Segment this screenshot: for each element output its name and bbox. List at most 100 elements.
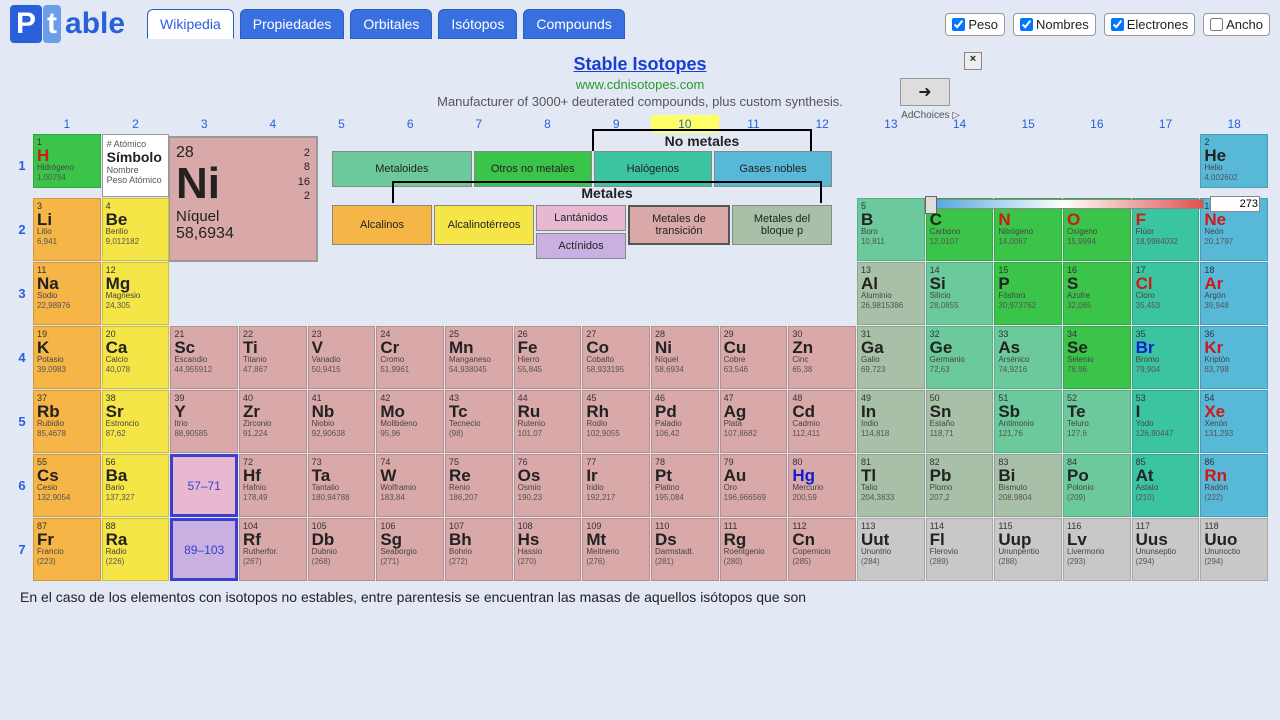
group-header-2[interactable]: 2 — [102, 115, 170, 133]
element-Os[interactable]: 76OsOsmio190,23 — [514, 454, 582, 517]
group-header-8[interactable]: 8 — [514, 115, 582, 133]
period-label-7[interactable]: 7 — [12, 518, 32, 581]
element-Ag[interactable]: 47AgPlata107,8682 — [720, 390, 788, 453]
element-Ds[interactable]: 110DsDarmstadt.(281) — [651, 518, 719, 581]
element-S[interactable]: 16SAzufre32,065 — [1063, 262, 1131, 325]
element-Ni[interactable]: 28NiNíquel58,6934 — [651, 326, 719, 389]
element-Cd[interactable]: 48CdCadmio112,411 — [788, 390, 856, 453]
element-Bi[interactable]: 83BiBismuto208,9804 — [994, 454, 1062, 517]
ad-close-button[interactable]: × — [964, 52, 982, 70]
slider-thumb[interactable] — [925, 196, 937, 214]
element-Ba[interactable]: 56BaBario137,327 — [102, 454, 170, 517]
tab-propiedades[interactable]: Propiedades — [240, 9, 345, 39]
group-header-3[interactable]: 3 — [170, 115, 238, 133]
element-Tl[interactable]: 81TlTalio204,3833 — [857, 454, 925, 517]
element-Fl[interactable]: 114FlFlerovio(289) — [926, 518, 994, 581]
period-label-3[interactable]: 3 — [12, 262, 32, 325]
group-header-16[interactable]: 16 — [1063, 115, 1131, 133]
element-Ar[interactable]: 18ArArgón39,948 — [1200, 262, 1268, 325]
element-Cs[interactable]: 55CsCesio132,9054 — [33, 454, 101, 517]
element-Se[interactable]: 34SeSelenio78,96 — [1063, 326, 1131, 389]
element-Rn[interactable]: 86RnRadón(222) — [1200, 454, 1268, 517]
element-Sg[interactable]: 106SgSeaborgio(271) — [376, 518, 444, 581]
element-At[interactable]: 85AtAstato(210) — [1132, 454, 1200, 517]
element-Si[interactable]: 14SiSilicio28,0855 — [926, 262, 994, 325]
element-Uuo[interactable]: 118UuoUnunoctio(294) — [1200, 518, 1268, 581]
group-header-7[interactable]: 7 — [445, 115, 513, 133]
element-Rh[interactable]: 45RhRodio102,9055 — [582, 390, 650, 453]
ad-title[interactable]: Stable Isotopes — [6, 54, 1274, 75]
element-Ti[interactable]: 22TiTitanio47,867 — [239, 326, 307, 389]
element-Ir[interactable]: 77IrIridio192,217 — [582, 454, 650, 517]
element-Y[interactable]: 39YItrio88,90585 — [170, 390, 238, 453]
element-Lv[interactable]: 116LvLivermorio(293) — [1063, 518, 1131, 581]
element-Hg[interactable]: 80HgMercurio200,59 — [788, 454, 856, 517]
element-Pb[interactable]: 82PbPlomo207,2 — [926, 454, 994, 517]
element-Au[interactable]: 79AuOro196,966569 — [720, 454, 788, 517]
element-Nb[interactable]: 41NbNiobio92,90638 — [308, 390, 376, 453]
element-Db[interactable]: 105DbDubnio(268) — [308, 518, 376, 581]
element-He[interactable]: 2HeHelio4,002602 — [1200, 134, 1268, 188]
element-Po[interactable]: 84PoPolonio(209) — [1063, 454, 1131, 517]
element-In[interactable]: 49InIndio114,818 — [857, 390, 925, 453]
element-Mt[interactable]: 109MtMeitnerio(276) — [582, 518, 650, 581]
element-Cl[interactable]: 17ClCloro35,453 — [1132, 262, 1200, 325]
element-Kr[interactable]: 36KrKriptón83,798 — [1200, 326, 1268, 389]
element-Uus[interactable]: 117UusUnunseptio(294) — [1132, 518, 1200, 581]
element-Ge[interactable]: 32GeGermanio72,63 — [926, 326, 994, 389]
group-header-17[interactable]: 17 — [1132, 115, 1200, 133]
tab-compounds[interactable]: Compounds — [523, 9, 625, 39]
element-Rb[interactable]: 37RbRubidio85,4678 — [33, 390, 101, 453]
element-Li[interactable]: 3LiLitio6,941 — [33, 198, 101, 261]
element-Cr[interactable]: 24CrCromo51,9961 — [376, 326, 444, 389]
element-Te[interactable]: 52TeTeluro127,6 — [1063, 390, 1131, 453]
element-Re[interactable]: 75ReRenio186,207 — [445, 454, 513, 517]
period-label-1[interactable]: 1 — [12, 134, 32, 197]
group-header-6[interactable]: 6 — [376, 115, 444, 133]
element-Fe[interactable]: 26FeHierro55,845 — [514, 326, 582, 389]
element-Pt[interactable]: 78PtPlatino195,084 — [651, 454, 719, 517]
element-Mn[interactable]: 25MnManganeso54,938045 — [445, 326, 513, 389]
element-Zr[interactable]: 40ZrZirconio91,224 — [239, 390, 307, 453]
actinide-range[interactable]: 89–103 — [170, 518, 238, 581]
period-label-2[interactable]: 2 — [12, 198, 32, 261]
element-Ru[interactable]: 44RuRutenio101,07 — [514, 390, 582, 453]
element-V[interactable]: 23VVanadio50,9415 — [308, 326, 376, 389]
group-header-5[interactable]: 5 — [308, 115, 376, 133]
element-Ra[interactable]: 88RaRadio(226) — [102, 518, 170, 581]
element-Fr[interactable]: 87FrFrancio(223) — [33, 518, 101, 581]
element-Uut[interactable]: 113UutUnuntrio(284) — [857, 518, 925, 581]
element-Sc[interactable]: 21ScEscandio44,955912 — [170, 326, 238, 389]
element-W[interactable]: 74WWolframio183,84 — [376, 454, 444, 517]
element-I[interactable]: 53IYodo126,90447 — [1132, 390, 1200, 453]
element-Al[interactable]: 13AlAluminio26,9815386 — [857, 262, 925, 325]
element-K[interactable]: 19KPotasio39,0983 — [33, 326, 101, 389]
group-header-18[interactable]: 18 — [1200, 115, 1268, 133]
element-Ga[interactable]: 31GaGalio69,723 — [857, 326, 925, 389]
element-Hs[interactable]: 108HsHassio(270) — [514, 518, 582, 581]
element-Uup[interactable]: 115UupUnunpentio(288) — [994, 518, 1062, 581]
element-Co[interactable]: 27CoCobalto58,933195 — [582, 326, 650, 389]
element-Br[interactable]: 35BrBromo79,904 — [1132, 326, 1200, 389]
element-Rg[interactable]: 111RgRoentgenio(280) — [720, 518, 788, 581]
tab-isótopos[interactable]: Isótopos — [438, 9, 517, 39]
group-header-1[interactable]: 1 — [33, 115, 101, 133]
group-header-15[interactable]: 15 — [994, 115, 1062, 133]
element-Na[interactable]: 11NaSodio22,98976 — [33, 262, 101, 325]
element-Mg[interactable]: 12MgMagnesio24,305 — [102, 262, 170, 325]
logo[interactable]: Ptable — [10, 5, 125, 43]
temperature-input[interactable] — [1210, 196, 1260, 212]
toggle-nombres[interactable]: Nombres — [1013, 13, 1096, 36]
element-Zn[interactable]: 30ZnCinc65,38 — [788, 326, 856, 389]
element-H[interactable]: 1HHidrógeno1,00794 — [33, 134, 101, 188]
element-Hf[interactable]: 72HfHafnio178,49 — [239, 454, 307, 517]
element-Cn[interactable]: 112CnCopernicio(285) — [788, 518, 856, 581]
element-Ca[interactable]: 20CaCalcio40,078 — [102, 326, 170, 389]
element-Mo[interactable]: 42MoMolibdeno95,96 — [376, 390, 444, 453]
period-label-4[interactable]: 4 — [12, 326, 32, 389]
element-Cu[interactable]: 29CuCobre63,546 — [720, 326, 788, 389]
element-B[interactable]: 5BBoro10,811 — [857, 198, 925, 261]
period-label-6[interactable]: 6 — [12, 454, 32, 517]
tab-orbitales[interactable]: Orbitales — [350, 9, 432, 39]
toggle-peso[interactable]: Peso — [945, 13, 1005, 36]
